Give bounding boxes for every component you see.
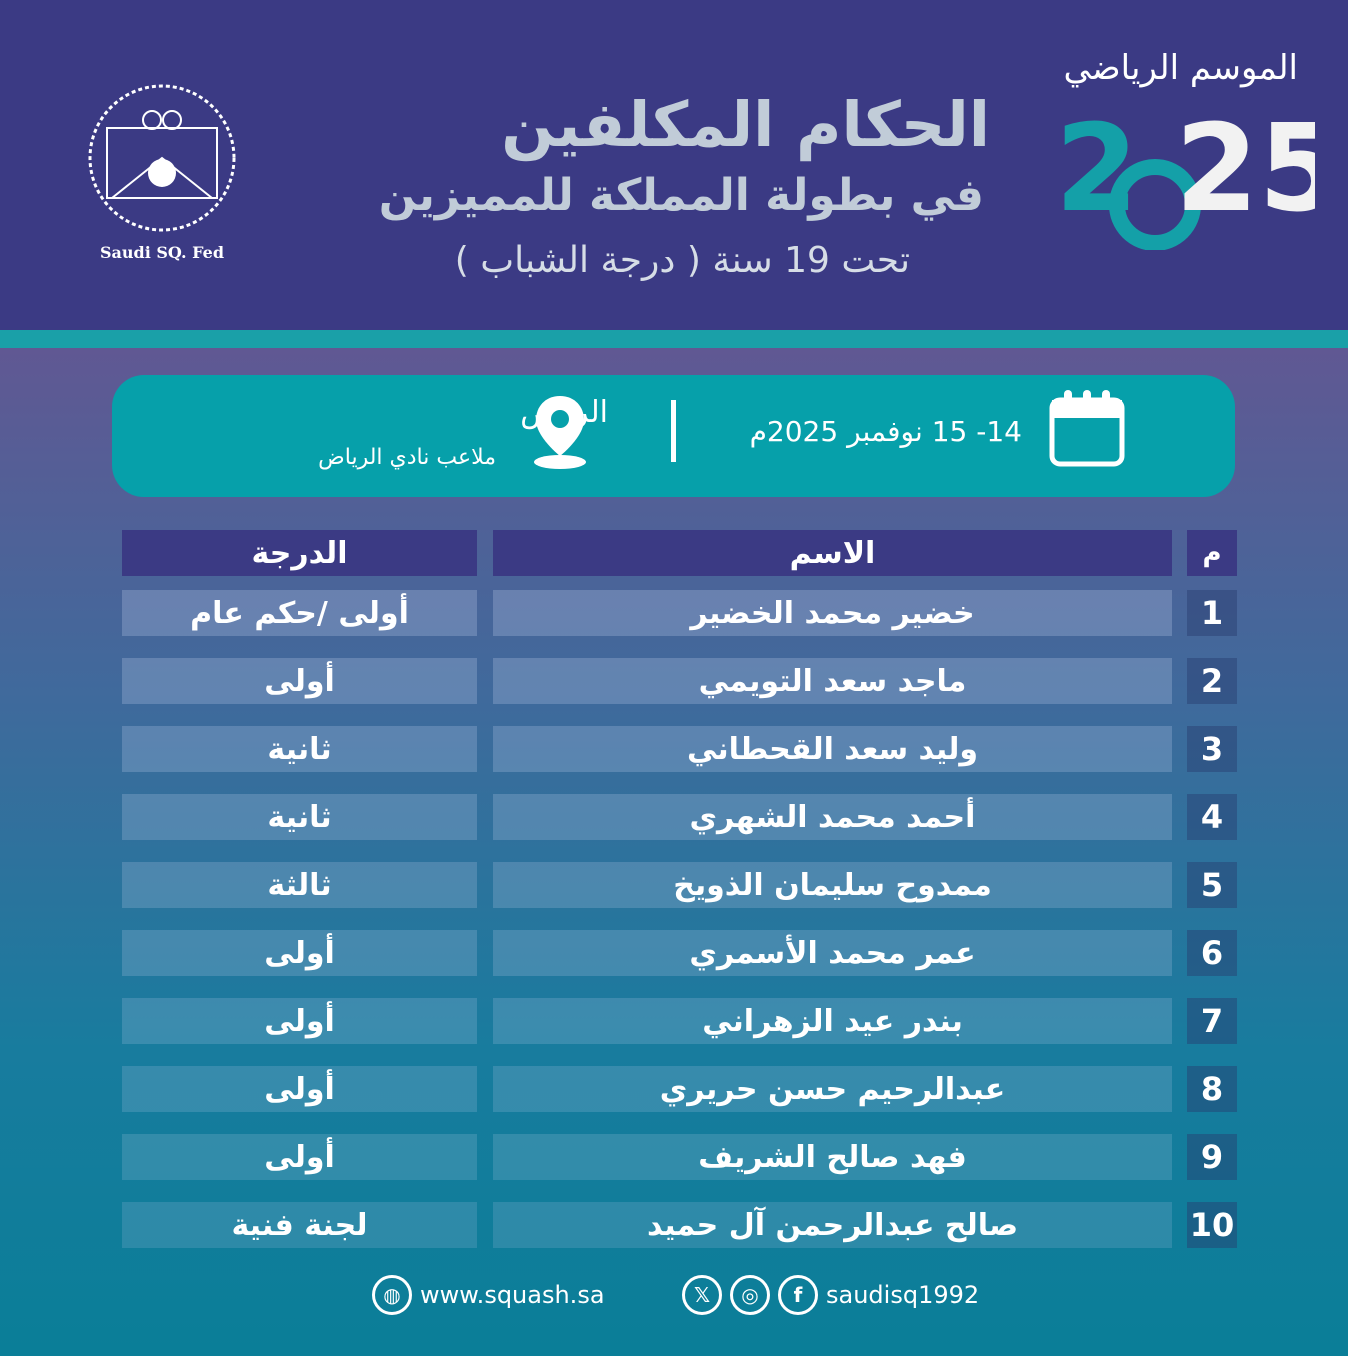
- svg-text:Saudi SQ. Fed: Saudi SQ. Fed: [100, 243, 224, 262]
- website-text: www.squash.sa: [420, 1281, 605, 1309]
- header-num: م: [1187, 530, 1237, 576]
- row-name: عبدالرحيم حسن حريري: [493, 1066, 1172, 1112]
- map-pin-icon: [534, 396, 586, 469]
- row-grade: أولى: [122, 1134, 477, 1180]
- row-name: أحمد محمد الشهري: [493, 794, 1172, 840]
- row-name: فهد صالح الشريف: [493, 1134, 1172, 1180]
- row-num: 1: [1187, 590, 1237, 636]
- row-name: صالح عبدالرحمن آل حميد: [493, 1202, 1172, 1248]
- globe-icon: ◍: [372, 1275, 412, 1315]
- row-grade: لجنة فنية: [122, 1202, 477, 1248]
- title-sub: في بطولة المملكة للمميزين: [378, 170, 984, 221]
- title-category: تحت 19 سنة ( درجة الشباب ): [454, 240, 910, 281]
- row-grade: أولى: [122, 658, 477, 704]
- venue: ملاعب نادي الرياض: [318, 445, 496, 470]
- row-num: 10: [1187, 1202, 1237, 1248]
- row-grade: ثانية: [122, 794, 477, 840]
- svg-text:25: 25: [1175, 110, 1315, 239]
- season-label: الموسم الرياضي: [1063, 48, 1298, 88]
- row-num: 3: [1187, 726, 1237, 772]
- row-grade: أولى: [122, 1066, 477, 1112]
- event-date: 14- 15 نوفمبر 2025م: [749, 415, 1022, 448]
- instagram-icon[interactable]: ◎: [730, 1275, 770, 1315]
- row-name: ممدوح سليمان الذويخ: [493, 862, 1172, 908]
- social-links: 𝕏 ◎ f saudisq1992: [682, 1275, 979, 1315]
- row-grade: أولى: [122, 998, 477, 1044]
- row-num: 4: [1187, 794, 1237, 840]
- header-grade: الدرجة: [122, 530, 477, 576]
- facebook-icon[interactable]: f: [778, 1275, 818, 1315]
- row-grade: ثانية: [122, 726, 477, 772]
- row-num: 7: [1187, 998, 1237, 1044]
- row-name: عمر محمد الأسمري: [493, 930, 1172, 976]
- row-grade: أولى /حكم عام: [122, 590, 477, 636]
- teal-stripe: [0, 330, 1348, 348]
- row-name: ماجد سعد التويمي: [493, 658, 1172, 704]
- calendar-icon: [1049, 390, 1125, 467]
- row-num: 8: [1187, 1066, 1237, 1112]
- website-link[interactable]: ◍ www.squash.sa: [372, 1275, 605, 1315]
- row-grade: ثالثة: [122, 862, 477, 908]
- row-num: 6: [1187, 930, 1237, 976]
- row-num: 2: [1187, 658, 1237, 704]
- row-name: وليد سعد القحطاني: [493, 726, 1172, 772]
- year-2025-graphic: 2 25: [1055, 110, 1315, 250]
- row-num: 9: [1187, 1134, 1237, 1180]
- header-banner: [0, 0, 1348, 330]
- row-name: خضير محمد الخضير: [493, 590, 1172, 636]
- row-grade: أولى: [122, 930, 477, 976]
- title-main: الحكام المكلفين: [501, 88, 990, 161]
- row-name: بندر عيد الزهراني: [493, 998, 1172, 1044]
- divider: [671, 400, 676, 462]
- federation-logo: Saudi SQ. Fed: [88, 84, 236, 262]
- header-name: الاسم: [493, 530, 1172, 576]
- x-icon[interactable]: 𝕏: [682, 1275, 722, 1315]
- social-handle: saudisq1992: [826, 1281, 980, 1309]
- row-num: 5: [1187, 862, 1237, 908]
